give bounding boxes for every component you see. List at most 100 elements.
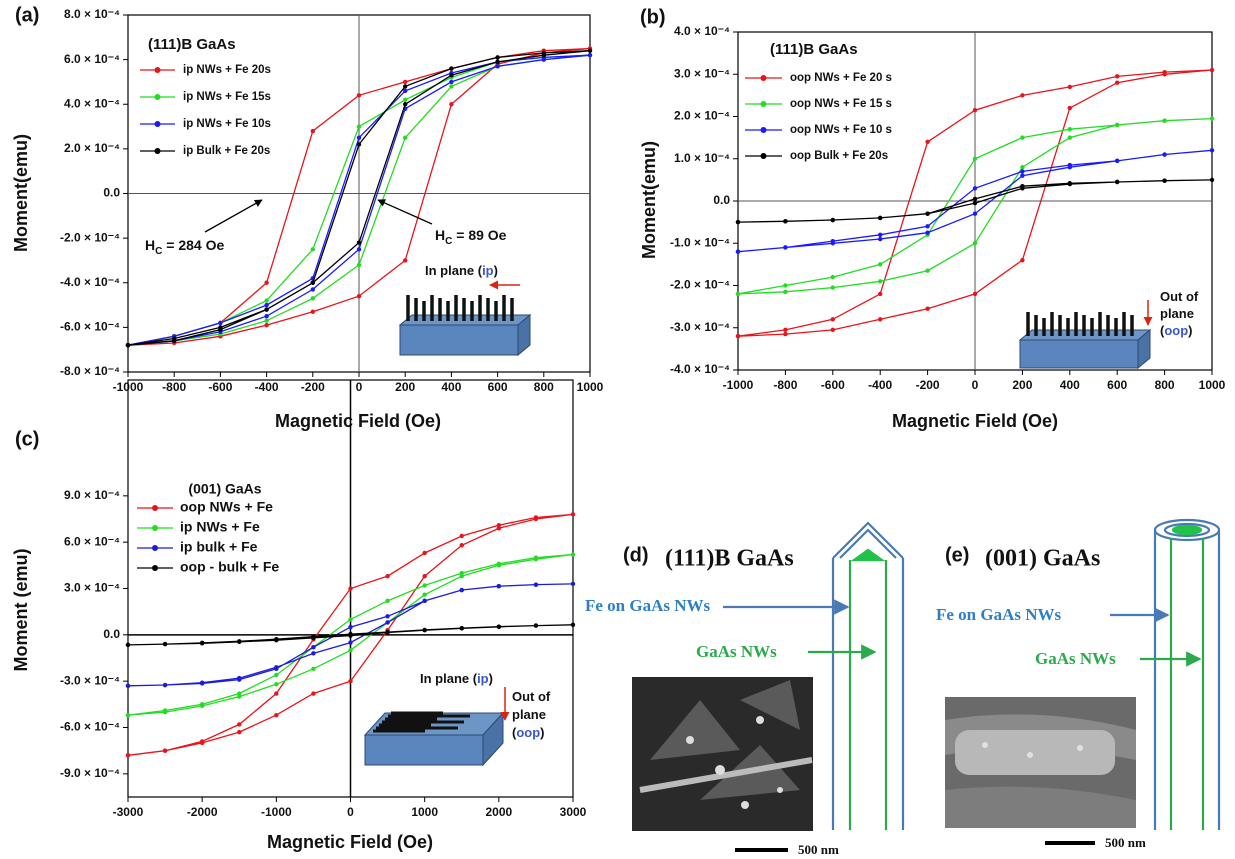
- data-point: [497, 584, 501, 588]
- legend-label: ip bulk + Fe: [180, 539, 258, 555]
- inset-label: plane: [1160, 306, 1194, 321]
- legend-swatch: [761, 75, 767, 81]
- data-point: [460, 626, 464, 630]
- data-point: [497, 523, 501, 527]
- data-point: [264, 314, 268, 318]
- inset-text: In plane (: [420, 671, 478, 686]
- data-point: [385, 614, 389, 618]
- data-point: [357, 294, 361, 298]
- data-point: [357, 142, 361, 146]
- y-tick-label: 0.0: [103, 186, 120, 200]
- data-point: [736, 220, 740, 224]
- data-point: [357, 93, 361, 97]
- x-tick-label: -3000: [113, 805, 144, 819]
- data-point: [449, 102, 453, 106]
- data-point: [311, 129, 315, 133]
- legend-swatch: [155, 67, 161, 73]
- x-tick-label: 0: [356, 380, 363, 394]
- data-point: [163, 748, 167, 752]
- data-point: [357, 136, 361, 140]
- x-tick-label: -200: [916, 378, 940, 392]
- data-point: [422, 583, 426, 587]
- legend-label: oop NWs + Fe 15 s: [790, 98, 892, 110]
- y-axis-label: Moment (emu): [11, 549, 31, 672]
- data-point: [571, 623, 575, 627]
- data-point: [264, 303, 268, 307]
- data-point: [973, 186, 977, 190]
- data-point: [311, 247, 315, 251]
- x-axis-label: Magnetic Field (Oe): [892, 411, 1058, 431]
- data-point: [237, 691, 241, 695]
- inset-text: oop: [1164, 323, 1188, 338]
- substrate: [365, 735, 483, 765]
- x-tick-label: 600: [488, 380, 508, 394]
- panel-title: (111)B GaAs: [665, 546, 794, 572]
- inset-text: plane: [1160, 306, 1194, 321]
- data-point: [357, 240, 361, 244]
- data-point: [348, 679, 352, 683]
- inset-text: Out of: [512, 689, 551, 704]
- data-point: [274, 682, 278, 686]
- data-point: [200, 739, 204, 743]
- data-point: [163, 683, 167, 687]
- y-tick-label: 6.0 × 10⁻⁴: [64, 52, 120, 66]
- data-point: [449, 84, 453, 88]
- y-tick-label: -4.0 × 10⁻⁴: [670, 362, 730, 376]
- x-tick-label: 400: [441, 380, 461, 394]
- y-tick-label: -2.0 × 10⁻⁴: [670, 278, 730, 292]
- annotation-arrow: [378, 200, 432, 224]
- data-point: [403, 258, 407, 262]
- x-tick-label: 2000: [485, 805, 512, 819]
- data-point: [588, 49, 592, 53]
- data-point: [460, 534, 464, 538]
- data-point: [878, 262, 882, 266]
- data-point: [878, 216, 882, 220]
- data-point: [126, 684, 130, 688]
- y-tick-label: -4.0 × 10⁻⁴: [60, 275, 120, 289]
- data-point: [1115, 159, 1119, 163]
- data-point: [200, 641, 204, 645]
- data-point: [460, 543, 464, 547]
- scale-bar-label: 500 nm: [1105, 835, 1146, 850]
- data-point: [460, 588, 464, 592]
- data-point: [172, 336, 176, 340]
- x-tick-label: 3000: [560, 805, 587, 819]
- figure: (d) (111)B GaAs Fe on GaAs NWs GaAs NWs …: [0, 0, 1235, 859]
- data-point: [403, 136, 407, 140]
- data-point: [422, 628, 426, 632]
- legend-title: (111)B GaAs: [770, 41, 858, 58]
- data-point: [534, 582, 538, 586]
- data-point: [831, 275, 835, 279]
- data-point: [403, 84, 407, 88]
- y-tick-label: 1.0 × 10⁻⁴: [674, 151, 730, 165]
- data-point: [973, 241, 977, 245]
- inset-text: Out of: [1160, 289, 1199, 304]
- data-point: [311, 281, 315, 285]
- legend-swatch: [152, 565, 158, 571]
- legend-swatch: [761, 101, 767, 107]
- data-point: [237, 722, 241, 726]
- data-point: [1210, 68, 1214, 72]
- shell-label: Fe on GaAs NWs: [585, 596, 711, 615]
- data-point: [348, 617, 352, 621]
- annotation-text: H: [435, 227, 445, 243]
- panel-label: (e): [945, 544, 969, 566]
- inset-text: oop: [516, 725, 540, 740]
- y-tick-label: 3.0 × 10⁻⁴: [674, 66, 730, 80]
- data-point: [1115, 81, 1119, 85]
- data-point: [925, 307, 929, 311]
- data-point: [126, 643, 130, 647]
- legend-swatch: [761, 127, 767, 133]
- data-point: [534, 515, 538, 519]
- data-point: [218, 321, 222, 325]
- data-point: [311, 287, 315, 291]
- data-point: [1020, 93, 1024, 97]
- inset-text: ip: [482, 263, 494, 278]
- data-point: [348, 648, 352, 652]
- data-point: [449, 66, 453, 70]
- data-point: [311, 645, 315, 649]
- data-point: [1162, 152, 1166, 156]
- core-label: GaAs NWs: [1035, 649, 1116, 668]
- data-point: [274, 667, 278, 671]
- x-tick-label: -200: [301, 380, 325, 394]
